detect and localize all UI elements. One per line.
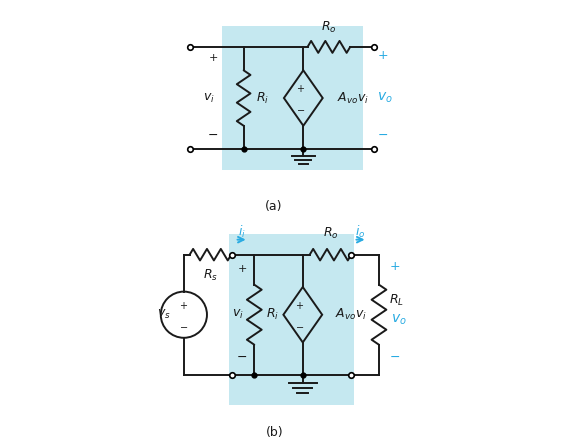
Text: $+$: $+$ [389, 260, 400, 273]
Text: $-$: $-$ [389, 350, 400, 363]
Text: $+$: $+$ [236, 263, 246, 274]
Text: $R_i$: $R_i$ [266, 307, 279, 322]
Text: $R_o$: $R_o$ [323, 226, 338, 242]
Text: $A_{vo}v_i$: $A_{vo}v_i$ [335, 307, 367, 322]
Text: $R_i$: $R_i$ [257, 91, 270, 106]
Text: $R_s$: $R_s$ [203, 268, 218, 283]
Text: $v_o$: $v_o$ [390, 312, 406, 326]
FancyBboxPatch shape [222, 26, 363, 170]
Text: $i_i$: $i_i$ [237, 223, 245, 240]
Text: $-$: $-$ [179, 321, 188, 331]
Text: (b): (b) [266, 426, 284, 439]
Text: $v_i$: $v_i$ [232, 308, 244, 321]
Text: $+$: $+$ [296, 300, 305, 311]
Text: $v_i$: $v_i$ [202, 91, 214, 105]
Text: $A_{vo}v_i$: $A_{vo}v_i$ [337, 91, 369, 106]
Text: $+$: $+$ [296, 83, 305, 94]
Text: $-$: $-$ [236, 350, 247, 363]
Text: $v_o$: $v_o$ [377, 91, 393, 105]
Text: $+$: $+$ [208, 52, 218, 63]
Text: $i_o$: $i_o$ [355, 223, 365, 240]
Text: $-$: $-$ [207, 128, 218, 141]
Text: $v_s$: $v_s$ [157, 308, 171, 321]
Text: $-$: $-$ [377, 128, 388, 141]
Text: $-$: $-$ [296, 104, 305, 114]
Text: $-$: $-$ [295, 321, 305, 331]
Text: $R_o$: $R_o$ [321, 20, 337, 35]
FancyBboxPatch shape [229, 234, 354, 405]
Text: $R_L$: $R_L$ [389, 293, 404, 309]
Text: $+$: $+$ [179, 300, 188, 311]
Text: $+$: $+$ [377, 49, 388, 62]
Text: (a): (a) [265, 200, 282, 213]
